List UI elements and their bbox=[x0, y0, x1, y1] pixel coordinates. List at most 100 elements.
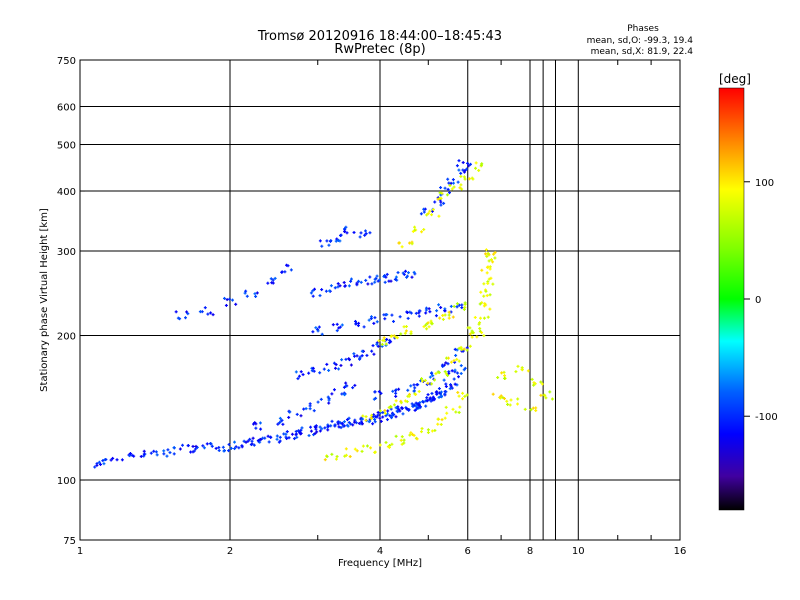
echo-point bbox=[162, 452, 166, 456]
echo-point bbox=[390, 313, 394, 317]
echo-point bbox=[426, 428, 430, 432]
echo-point bbox=[259, 427, 263, 431]
x-tick-label: 10 bbox=[572, 546, 585, 557]
echo-point bbox=[168, 451, 172, 455]
echo-point bbox=[376, 279, 380, 283]
echo-point bbox=[396, 410, 400, 414]
echo-point bbox=[467, 164, 471, 168]
echo-point bbox=[344, 357, 348, 361]
echo-point bbox=[394, 434, 398, 438]
echo-point bbox=[461, 161, 465, 165]
echo-point bbox=[368, 275, 372, 279]
echo-point bbox=[285, 430, 289, 434]
echo-point bbox=[457, 410, 461, 414]
echo-point bbox=[348, 455, 352, 459]
echo-point bbox=[480, 268, 484, 272]
echo-point bbox=[383, 409, 387, 413]
chart-title: Tromsø 20120916 18:44:00–18:45:43 bbox=[257, 29, 502, 44]
echo-point bbox=[405, 274, 409, 278]
echo-point bbox=[376, 413, 380, 417]
echo-point bbox=[415, 406, 419, 410]
echo-point bbox=[427, 307, 431, 311]
echo-point bbox=[339, 363, 343, 367]
echo-point bbox=[419, 430, 423, 434]
echo-point bbox=[539, 380, 543, 384]
echo-point bbox=[496, 376, 500, 380]
echo-point bbox=[325, 362, 329, 366]
echo-point bbox=[316, 329, 320, 333]
echo-point bbox=[417, 389, 421, 393]
echo-point bbox=[299, 428, 303, 432]
y-axis-label: Stationary phase Virtual Height [km] bbox=[39, 208, 50, 392]
echo-point bbox=[482, 294, 486, 298]
echo-point bbox=[458, 405, 462, 409]
echo-point bbox=[248, 437, 252, 441]
echo-point bbox=[516, 364, 520, 368]
echo-point bbox=[447, 310, 451, 314]
echo-point bbox=[426, 431, 430, 435]
echo-point bbox=[128, 454, 132, 458]
echo-point bbox=[445, 193, 449, 197]
echo-point bbox=[302, 407, 306, 411]
echo-point bbox=[439, 306, 443, 310]
echo-point bbox=[419, 212, 423, 216]
echo-point bbox=[449, 360, 453, 364]
colorbar-tick-label: 0 bbox=[755, 295, 761, 306]
echo-point bbox=[456, 390, 460, 394]
echo-point bbox=[142, 452, 146, 456]
echo-point bbox=[154, 450, 158, 454]
echo-point bbox=[284, 435, 288, 439]
echo-point bbox=[312, 409, 316, 413]
echo-point bbox=[370, 413, 374, 417]
echo-point bbox=[344, 225, 348, 229]
echo-point bbox=[330, 452, 334, 456]
echo-point bbox=[385, 418, 389, 422]
echo-point bbox=[532, 381, 536, 385]
echo-point bbox=[434, 372, 438, 376]
echo-point bbox=[280, 418, 284, 422]
echo-point bbox=[355, 449, 359, 453]
echo-point bbox=[371, 422, 375, 426]
x-tick-label: 2 bbox=[227, 546, 233, 557]
echo-point bbox=[436, 417, 440, 421]
echo-point bbox=[436, 422, 440, 426]
echo-point bbox=[330, 419, 334, 423]
echo-point bbox=[308, 402, 312, 406]
echo-point bbox=[503, 376, 507, 380]
echo-point bbox=[465, 167, 469, 171]
echo-point bbox=[191, 444, 195, 448]
echo-point bbox=[337, 425, 341, 429]
echo-point bbox=[333, 424, 337, 428]
echo-point bbox=[460, 348, 464, 352]
echo-point bbox=[421, 400, 425, 404]
echo-point bbox=[373, 390, 377, 394]
echo-point bbox=[444, 390, 448, 394]
echo-point bbox=[233, 440, 237, 444]
echo-point bbox=[290, 432, 294, 436]
echo-point bbox=[413, 225, 417, 229]
echo-point bbox=[451, 315, 455, 319]
echo-point bbox=[209, 311, 213, 315]
echo-point bbox=[530, 377, 534, 381]
echo-point bbox=[349, 363, 353, 367]
echo-point bbox=[520, 368, 524, 372]
echo-point bbox=[287, 415, 291, 419]
echo-point bbox=[409, 332, 413, 336]
echo-point bbox=[499, 394, 503, 398]
phase-stats-heading: Phases bbox=[627, 24, 659, 34]
echo-point bbox=[334, 457, 338, 461]
echo-point bbox=[383, 317, 387, 321]
echo-point bbox=[491, 282, 495, 286]
echo-point bbox=[478, 327, 482, 331]
echo-point bbox=[403, 331, 407, 335]
echo-point bbox=[440, 418, 444, 422]
echo-point bbox=[372, 352, 376, 356]
echo-point bbox=[414, 404, 418, 408]
echo-point bbox=[325, 455, 329, 459]
x-tick-label: 8 bbox=[527, 546, 533, 557]
echo-point bbox=[413, 386, 417, 390]
echo-point bbox=[459, 183, 463, 187]
echo-point bbox=[382, 339, 386, 343]
echo-point bbox=[485, 294, 489, 298]
